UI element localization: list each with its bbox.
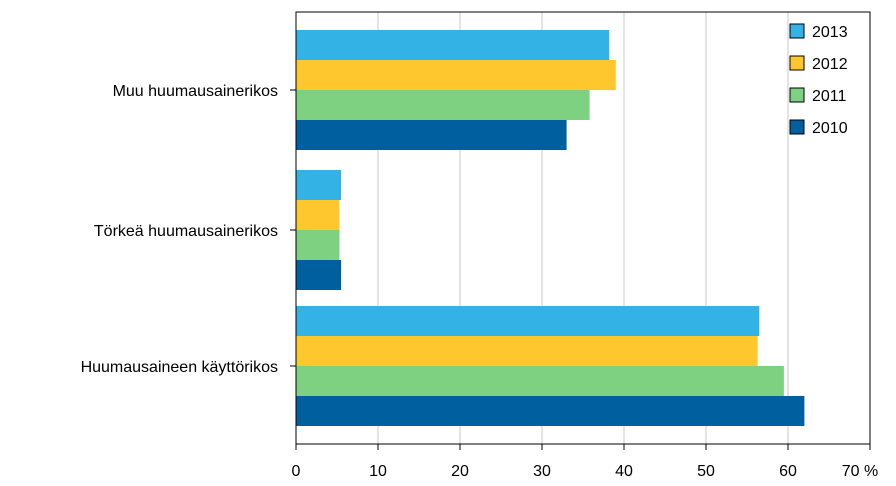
x-tick-label: 20 — [451, 463, 469, 480]
bar — [296, 200, 340, 230]
x-tick-label: 60 — [779, 463, 797, 480]
bar — [296, 396, 805, 426]
x-tick-label: 50 — [697, 463, 715, 480]
category-label: Huumausaineen käyttörikos — [81, 359, 278, 376]
bar — [296, 60, 616, 90]
category-label: Törkeä huumausainerikos — [94, 223, 278, 240]
legend: 2013 2012 2011 2010 — [789, 23, 848, 137]
bar — [296, 306, 760, 336]
x-tick-label: 10 — [369, 463, 387, 480]
legend-label: 2010 — [812, 120, 848, 137]
bar — [296, 336, 758, 366]
bar — [296, 90, 590, 120]
legend-label: 2012 — [812, 56, 848, 73]
x-tick-labels: 0 10 20 30 40 50 60 70 % — [292, 463, 879, 480]
bar — [296, 230, 340, 260]
bar — [296, 170, 342, 200]
category-labels: Muu huumausainerikos Törkeä huumausaineri… — [81, 83, 278, 376]
legend-label: 2013 — [812, 24, 848, 41]
plot-frame — [295, 11, 871, 445]
bar — [296, 120, 567, 150]
legend-label: 2011 — [812, 88, 847, 105]
legend-swatch — [789, 55, 805, 71]
legend-swatch — [789, 87, 805, 103]
bars — [296, 30, 805, 426]
bar — [296, 30, 610, 60]
category-label: Muu huumausainerikos — [113, 83, 278, 100]
axes — [290, 11, 871, 450]
bar — [296, 366, 784, 396]
bar — [296, 260, 342, 290]
x-tick-label: 0 — [292, 463, 301, 480]
x-tick-label: 40 — [615, 463, 633, 480]
x-tick-label: 70 % — [842, 463, 878, 480]
x-tick-label: 30 — [533, 463, 551, 480]
legend-swatch — [789, 23, 805, 39]
legend-swatch — [789, 119, 805, 135]
